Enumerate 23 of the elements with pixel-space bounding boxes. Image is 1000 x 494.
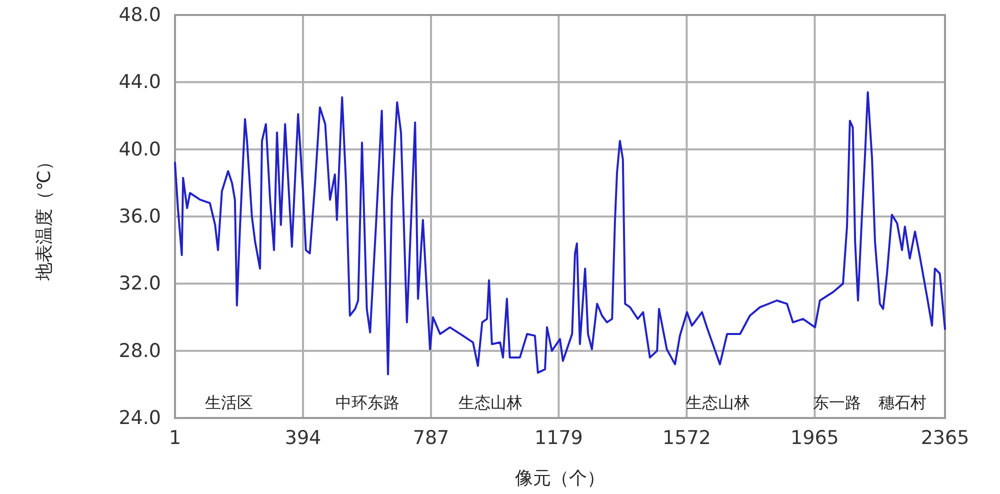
annotation: 穗石村 [878, 394, 927, 412]
y-tick-label: 28.0 [118, 340, 161, 362]
annotation: 中环东路 [336, 394, 400, 412]
x-tick-label: 2365 [920, 427, 970, 449]
x-tick-label: 1965 [790, 427, 839, 449]
y-tick-label: 44.0 [118, 71, 161, 94]
y-tick-label: 24.0 [118, 407, 161, 429]
x-tick-label: 1572 [662, 427, 711, 449]
x-tick-label: 394 [284, 427, 322, 449]
x-tick-label: 1 [168, 427, 182, 449]
y-tick-label: 48.0 [118, 4, 161, 26]
y-axis-title: 地表温度（℃） [34, 152, 55, 282]
annotation: 生活区 [204, 394, 253, 412]
annotation: 生态山林 [686, 394, 750, 412]
y-tick-label: 36.0 [118, 206, 161, 228]
x-tick-label: 1179 [534, 427, 583, 449]
line-series [174, 91, 946, 376]
x-axis-title: 像元（个） [515, 468, 605, 489]
y-tick-label: 32.0 [118, 272, 161, 295]
annotation: 东一路 [813, 394, 862, 412]
y-tick-label: 40.0 [118, 138, 161, 160]
x-tick-label: 787 [412, 427, 450, 449]
annotation: 生态山林 [458, 394, 523, 412]
